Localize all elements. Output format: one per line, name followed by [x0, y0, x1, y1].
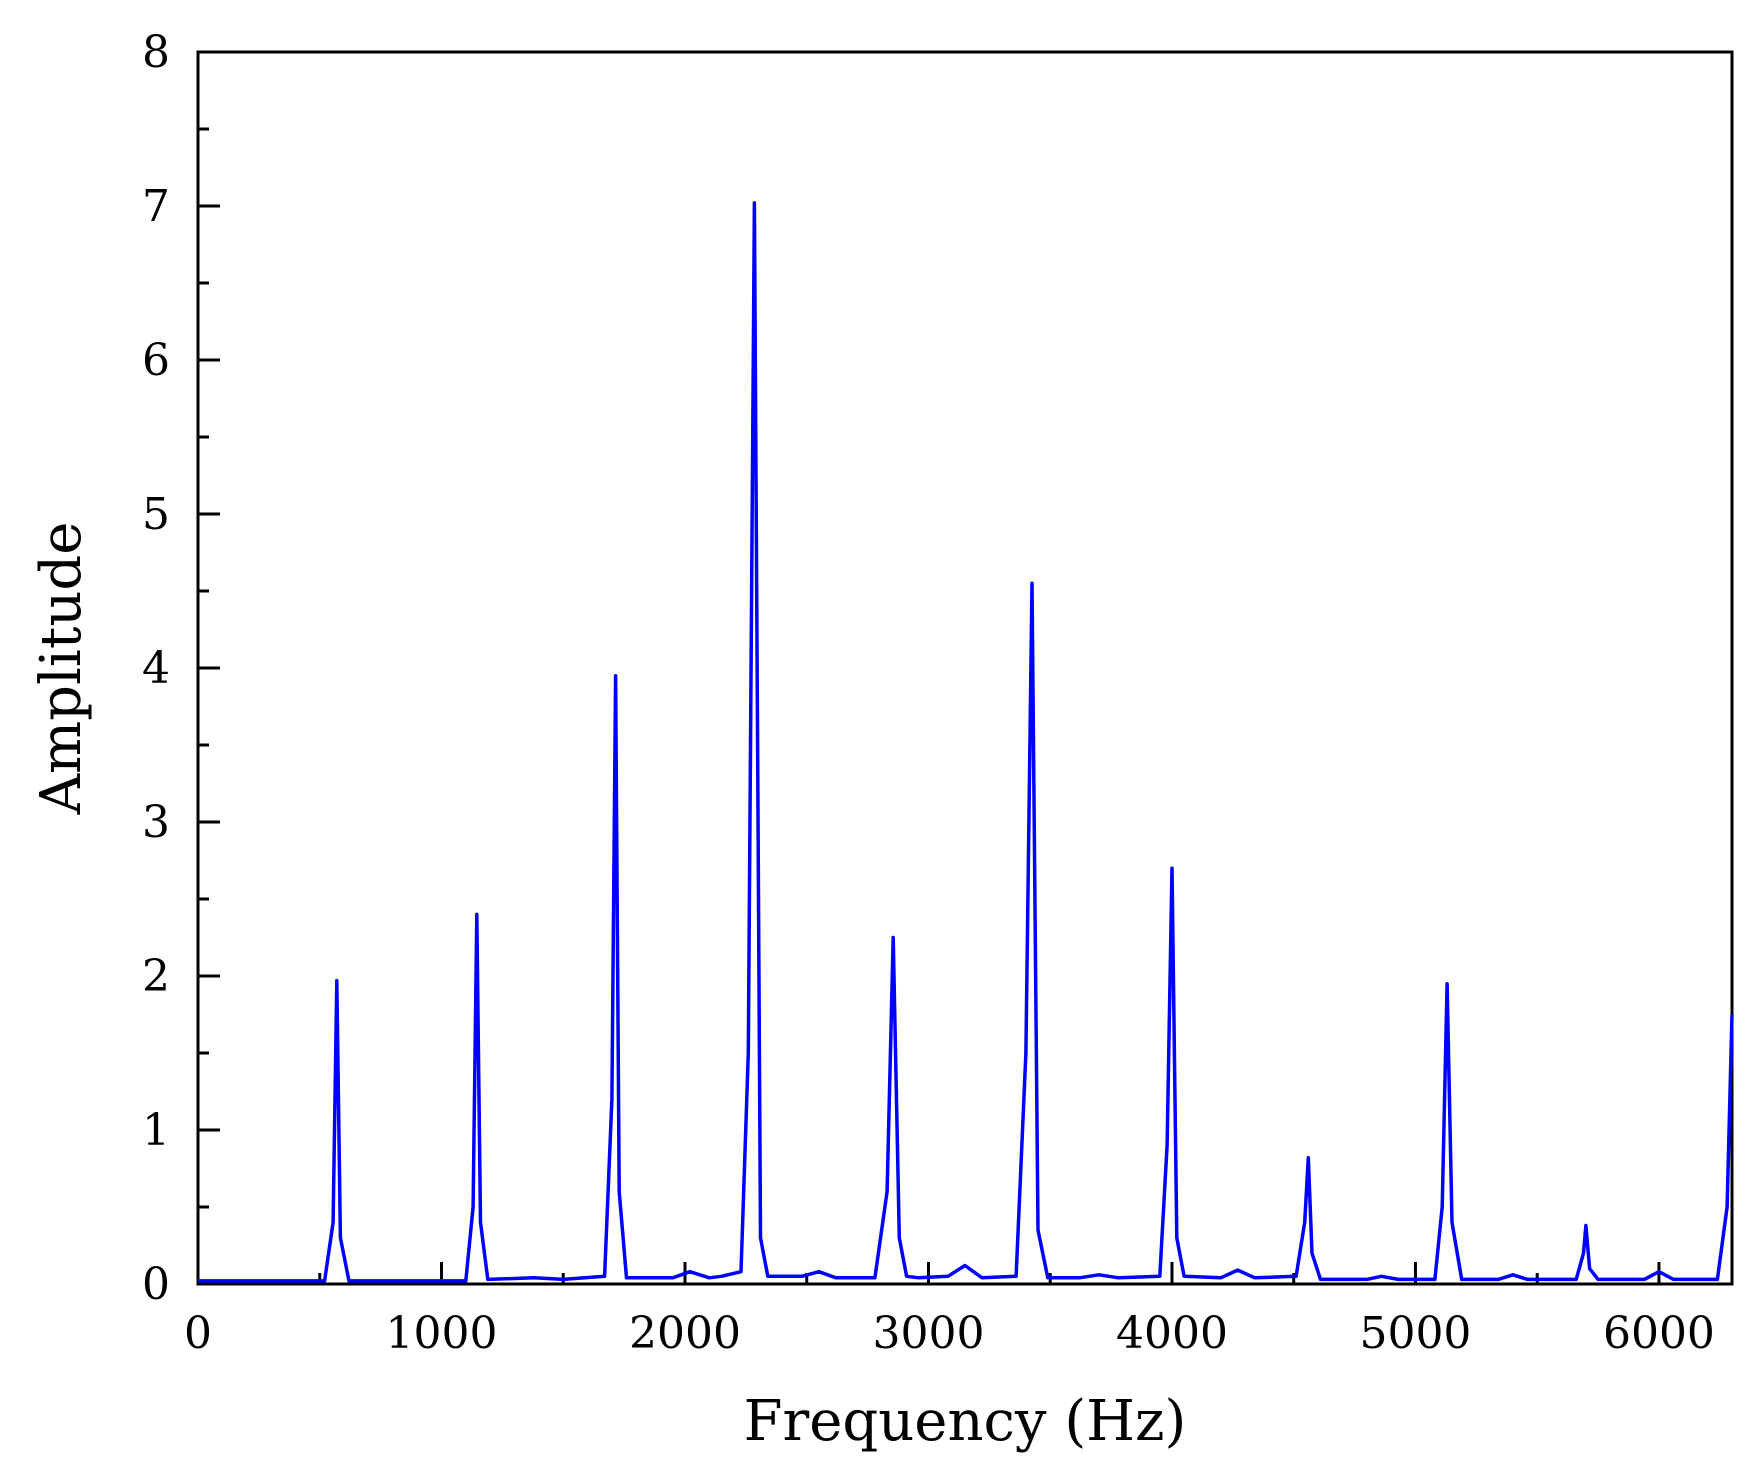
y-tick-label: 2	[142, 951, 170, 1002]
y-tick-label: 3	[142, 797, 170, 848]
amplitude-series-line	[198, 201, 1734, 1283]
x-tick-label: 5000	[1359, 1308, 1471, 1359]
y-tick-label: 8	[142, 27, 170, 78]
x-tick-label: 1000	[385, 1308, 497, 1359]
x-tick-label: 2000	[629, 1308, 741, 1359]
x-axis: 0 1000 2000 3000 4000 5000 6000	[184, 1262, 1715, 1359]
x-tick-label: 4000	[1116, 1308, 1228, 1359]
x-axis-title: Frequency (Hz)	[744, 1389, 1187, 1454]
y-tick-label: 7	[142, 181, 170, 232]
x-tick-label: 3000	[872, 1308, 984, 1359]
y-tick-label: 0	[142, 1259, 170, 1310]
y-tick-label: 5	[142, 489, 170, 540]
x-tick-label: 0	[184, 1308, 212, 1359]
y-axis-title: Amplitude	[29, 522, 94, 816]
plot-frame	[196, 50, 1734, 1286]
plot-area: 0 1000 2000 3000 4000 5000 6000 0 1 2 3 4 5 6 7 8	[142, 27, 1734, 1359]
y-tick-label: 1	[142, 1105, 170, 1156]
y-axis: 0 1 2 3 4 5 6 7 8	[142, 27, 220, 1310]
y-tick-label: 4	[142, 643, 170, 694]
x-tick-label: 6000	[1603, 1308, 1715, 1359]
y-tick-label: 6	[142, 335, 170, 386]
